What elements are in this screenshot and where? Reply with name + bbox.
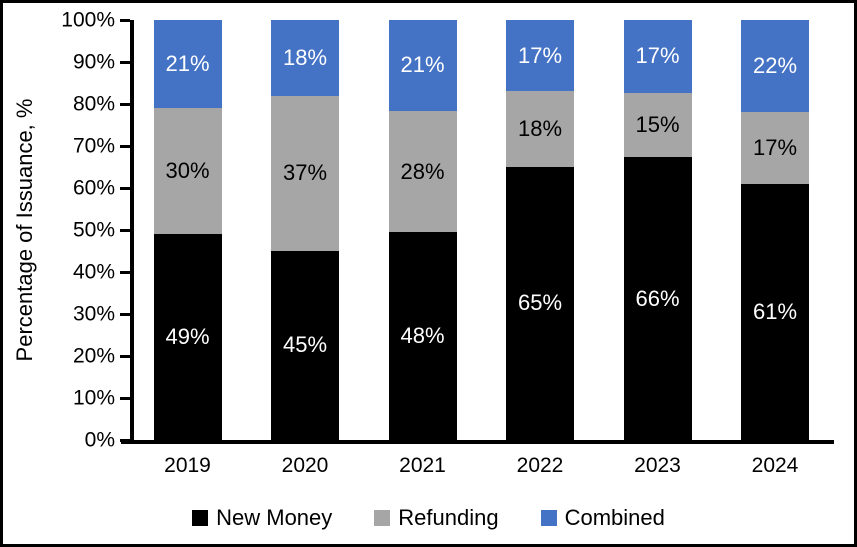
- y-tick-label: 10%: [72, 386, 115, 410]
- bar-segment-label: 17%: [635, 43, 680, 69]
- bar-segment-2019-refunding: 30%: [153, 108, 222, 235]
- legend-label: New Money: [216, 505, 333, 530]
- y-tick-mark: [120, 186, 130, 190]
- bar-2024: 22% 17% 61%: [741, 20, 809, 440]
- legend-label: Combined: [564, 505, 665, 530]
- y-tick-label: 50%: [72, 218, 115, 242]
- bar-segment-2019-combined: 21%: [153, 20, 222, 109]
- bar-segment-2024-refunding: 17%: [741, 112, 809, 184]
- y-tick-mark: [120, 144, 130, 148]
- legend-item-combined: Combined: [540, 505, 665, 531]
- bar-segment-2024-new-money: 61%: [741, 183, 809, 440]
- x-axis-label-2019: 2019: [164, 454, 211, 477]
- bar-segment-2023-refunding: 15%: [623, 92, 692, 158]
- plot-area: 21% 30% 49% 18% 37% 45% 21% 28% 48% 17% 18% 65% 17% 1…: [134, 20, 834, 440]
- y-tick-label: 60%: [72, 176, 115, 200]
- y-tick-mark: [120, 228, 130, 232]
- bar-segment-2021-combined: 21%: [388, 20, 457, 111]
- bar-segment-label: 65%: [517, 290, 563, 316]
- bar-segment-label: 66%: [635, 285, 680, 311]
- bar-segment-label: 37%: [282, 160, 328, 186]
- y-tick-label: 80%: [72, 92, 115, 116]
- bar-segment-2019-new-money: 49%: [153, 234, 222, 440]
- legend-item-refunding: Refunding: [374, 505, 499, 531]
- bar-segment-label: 21%: [165, 51, 210, 77]
- bar-segment-label: 22%: [752, 53, 798, 79]
- y-tick-mark: [120, 102, 130, 106]
- bar-segment-2022-combined: 17%: [506, 20, 574, 92]
- bar-segment-label: 15%: [635, 111, 680, 137]
- legend: New Money Refunding Combined: [3, 505, 854, 531]
- x-axis-label-2024: 2024: [751, 454, 799, 477]
- bar-2021: 21% 28% 48%: [388, 20, 457, 440]
- bar-segment-2022-refunding: 18%: [506, 91, 574, 167]
- y-tick-mark: [120, 354, 130, 358]
- y-tick-mark: [120, 396, 130, 400]
- x-axis-label-2020: 2020: [281, 454, 329, 477]
- bar-segment-2023-new-money: 66%: [623, 157, 692, 440]
- bar-segment-label: 18%: [517, 116, 563, 142]
- bar-segment-2021-new-money: 48%: [388, 232, 457, 440]
- y-axis-title: Percentage of Issuance, %: [12, 98, 37, 362]
- legend-label: Refunding: [398, 505, 499, 530]
- legend-item-new-money: New Money: [192, 505, 332, 531]
- x-axis-label-2021: 2021: [399, 454, 446, 477]
- y-tick-label: 40%: [72, 260, 115, 284]
- legend-swatch-icon: [374, 510, 391, 526]
- y-tick-label: 100%: [61, 8, 115, 32]
- bar-segment-label: 28%: [400, 158, 445, 184]
- bar-segment-label: 18%: [282, 44, 328, 70]
- bar-segment-2020-new-money: 45%: [271, 250, 339, 440]
- y-tick-mark: [120, 438, 130, 442]
- bar-segment-label: 61%: [752, 298, 798, 324]
- y-tick-mark: [120, 312, 130, 316]
- bar-segment-label: 49%: [165, 324, 210, 350]
- legend-swatch-icon: [540, 510, 557, 526]
- y-tick-label: 70%: [72, 134, 115, 158]
- bar-segment-2021-refunding: 28%: [388, 110, 457, 233]
- bar-segment-2024-combined: 22%: [741, 20, 809, 113]
- bar-segment-2020-refunding: 37%: [271, 95, 339, 251]
- y-axis-line: [130, 20, 134, 444]
- x-axis-label-2023: 2023: [634, 454, 681, 477]
- bar-segment-2020-combined: 18%: [271, 20, 339, 96]
- y-tick-mark: [120, 18, 130, 22]
- y-tick-label: 30%: [72, 302, 115, 326]
- bar-2019: 21% 30% 49%: [153, 20, 222, 440]
- bar-segment-label: 17%: [517, 42, 563, 68]
- y-tick-label: 20%: [72, 344, 115, 368]
- y-tick-mark: [120, 270, 130, 274]
- bar-segment-label: 17%: [752, 135, 798, 161]
- bar-segment-label: 21%: [400, 52, 445, 78]
- bar-segment-label: 45%: [282, 332, 328, 358]
- bar-2020: 18% 37% 45%: [271, 20, 339, 440]
- bar-2022: 17% 18% 65%: [506, 20, 574, 440]
- bar-segment-2022-new-money: 65%: [506, 166, 574, 440]
- bar-segment-label: 48%: [400, 323, 445, 349]
- y-tick-label: 0%: [84, 428, 115, 452]
- bar-segment-2023-combined: 17%: [623, 20, 692, 93]
- x-axis-label-2022: 2022: [516, 454, 564, 477]
- y-tick-mark: [120, 60, 130, 64]
- x-axis-line: [121, 440, 834, 444]
- y-tick-label: 90%: [72, 50, 115, 74]
- legend-swatch-icon: [192, 510, 209, 526]
- bar-segment-label: 30%: [165, 158, 210, 184]
- bar-2023: 17% 15% 66%: [623, 20, 692, 440]
